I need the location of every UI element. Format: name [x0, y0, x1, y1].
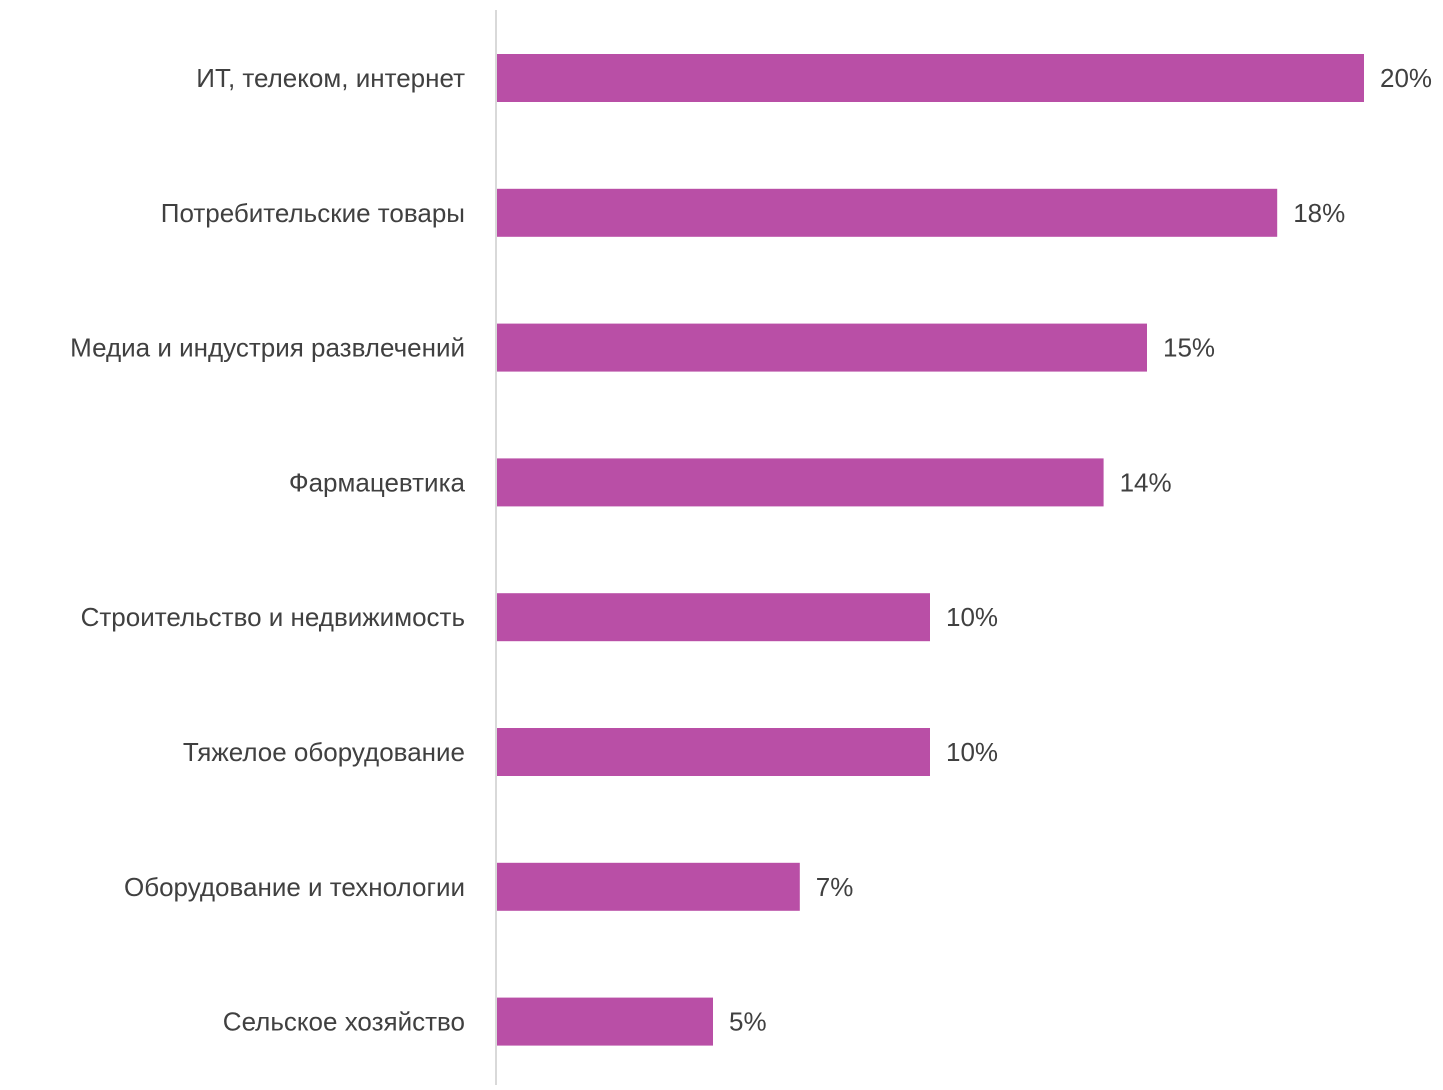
data-label: 5%	[729, 1007, 767, 1037]
category-label: Фармацевтика	[289, 467, 466, 497]
category-labels-layer: ИТ, телеком, интернет Потребительские тов…	[70, 63, 465, 1037]
category-label: Строительство и недвижимость	[81, 602, 465, 632]
data-label: 14%	[1120, 467, 1172, 497]
bar	[496, 458, 1104, 507]
bar	[496, 997, 713, 1046]
category-label: Сельское хозяйство	[223, 1007, 465, 1037]
bar	[496, 323, 1147, 372]
data-label: 18%	[1293, 198, 1345, 228]
data-label: 7%	[816, 872, 854, 902]
data-label: 20%	[1380, 63, 1432, 93]
data-label: 10%	[946, 602, 998, 632]
bar	[496, 728, 930, 776]
data-label: 15%	[1163, 333, 1215, 363]
category-label: Оборудование и технологии	[124, 872, 465, 902]
category-label: Потребительские товары	[161, 198, 465, 228]
bars-layer	[496, 54, 1364, 1046]
data-label: 10%	[946, 737, 998, 767]
bar	[496, 593, 930, 642]
category-label: Медиа и индустрия развлечений	[70, 333, 465, 363]
bar	[496, 54, 1364, 102]
category-label: ИТ, телеком, интернет	[196, 63, 465, 93]
bar	[496, 188, 1278, 237]
bar	[496, 862, 800, 911]
data-labels-layer: 20% 18% 15% 14% 10% 10% 7% 5%	[729, 63, 1432, 1037]
category-label: Тяжелое оборудование	[183, 737, 465, 767]
